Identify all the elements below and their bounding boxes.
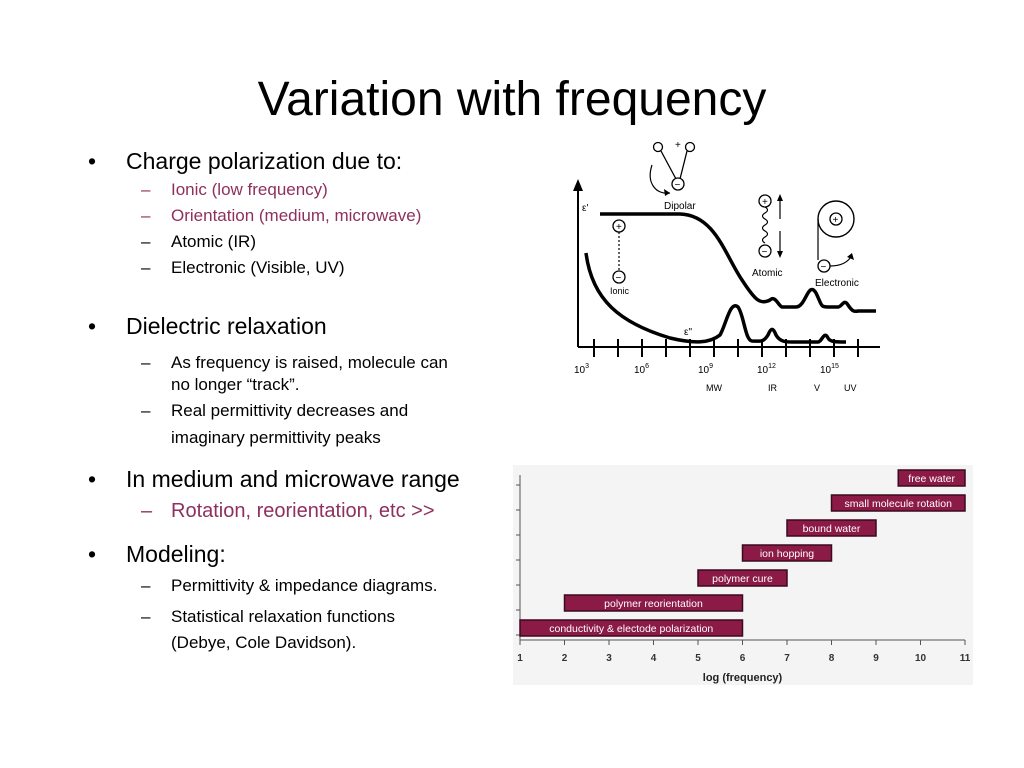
range-bar [697, 569, 788, 587]
x-axis-label: log (frequency) [703, 672, 783, 684]
x-tick-label: 4 [651, 653, 657, 664]
region-label-uv: UV [844, 383, 857, 393]
electronic-label: Electronic [815, 278, 859, 289]
bullet-dot: • [88, 541, 97, 567]
frequency-range-chart: 1 2 3 4 5 6 7 8 9 10 11 log (frequency) free water sm… [516, 469, 971, 684]
x-tick-label: 1 [517, 653, 523, 664]
svg-text:+: + [616, 222, 622, 233]
sub-bullet-text: Orientation (medium, microwave) [171, 206, 422, 225]
sub-bullet-text: imaginary permittivity peaks [171, 428, 381, 447]
sub-bullet-text: Atomic (IR) [171, 232, 256, 251]
dispersion-chart: ε' ε" + − Dipolar + − Ionic + − Atomic [573, 140, 880, 393]
range-bar [563, 594, 744, 612]
x-tick-label: 9 [873, 653, 879, 664]
x-tick-label: 8 [829, 653, 835, 664]
epsilon-prime-label: ε' [582, 203, 588, 214]
bullet-dot: • [88, 148, 97, 174]
frequency-range-figure: 1 2 3 4 5 6 7 8 9 10 11 log (frequency) free water sm… [513, 465, 973, 685]
y-axis-arrow [573, 179, 583, 191]
x-tick-label: 5 [695, 653, 701, 664]
epsilon-double-prime-label: ε" [684, 327, 692, 338]
svg-text:1012: 1012 [757, 363, 776, 376]
svg-text:106: 106 [634, 363, 649, 376]
x-tick-label: 6 [740, 653, 746, 664]
range-bar-label: ion hopping [760, 548, 814, 560]
x-tick-label: 11 [960, 653, 971, 664]
range-bar-label: free water [908, 473, 955, 485]
svg-text:1015: 1015 [820, 363, 839, 376]
svg-text:103: 103 [574, 363, 589, 376]
epsilon-double-prime-curve [584, 252, 847, 344]
svg-text:−: − [616, 273, 622, 284]
range-bar-label: conductivity & electode polarization [549, 623, 713, 635]
epsilon-prime-curve [600, 212, 876, 314]
range-bar-label: small molecule rotation [845, 498, 953, 510]
range-bar-label: bound water [803, 523, 861, 535]
dispersion-figure: ε' ε" + − Dipolar + − Ionic + − Atomic [560, 135, 890, 400]
x-tick-labels: 103 106 109 1012 1015 [574, 363, 839, 376]
bullet-4-text: Modeling: [126, 541, 226, 567]
svg-text:+: + [762, 197, 768, 208]
region-label-mw: MW [706, 383, 722, 393]
x-tick-label: 7 [784, 653, 790, 664]
svg-text:−: − [762, 247, 768, 258]
x-tick-label: 10 [915, 653, 927, 664]
sub-bullet-text: Electronic (Visible, UV) [171, 258, 345, 277]
range-bar [519, 619, 744, 637]
range-bar [786, 519, 877, 537]
minus-sign: − [675, 180, 681, 191]
region-label-v: V [814, 383, 820, 393]
sub-bullet-text: Statistical relaxation functions [171, 607, 395, 626]
dipolar-label: Dipolar [664, 201, 696, 212]
range-bar [897, 469, 966, 487]
svg-text:−: − [821, 262, 827, 273]
range-bar [741, 544, 833, 562]
range-bar-label: polymer cure [712, 573, 773, 585]
svg-text:+: + [833, 215, 839, 226]
sub-bullet-text: no longer “track”. [171, 375, 300, 394]
sub-bullet-text: Ionic (low frequency) [171, 180, 328, 199]
sub-bullet-text: (Debye, Cole Davidson). [171, 633, 357, 652]
plus-sign: + [675, 140, 681, 151]
bullet-dot: • [88, 313, 97, 339]
x-tick-label: 3 [606, 653, 612, 664]
ionic-label: Ionic [610, 286, 630, 296]
x-tick-label: 2 [562, 653, 568, 664]
slide-title: Variation with frequency [257, 73, 767, 126]
region-label-ir: IR [768, 383, 778, 393]
bullet-dot: • [88, 466, 97, 492]
sub-bullet-text: Permittivity & impedance diagrams. [171, 576, 438, 595]
atomic-label: Atomic [752, 268, 783, 279]
svg-text:109: 109 [698, 363, 713, 376]
sub-bullet-text: As frequency is raised, molecule can [171, 353, 448, 372]
bullet-2-text: Dielectric relaxation [126, 313, 327, 339]
range-bar [830, 494, 966, 512]
bullet-1-text: Charge polarization due to: [126, 148, 403, 174]
range-bar-label: polymer reorientation [604, 598, 703, 610]
bullet-3-text: In medium and microwave range [126, 466, 460, 492]
sub-bullet-text: Real permittivity decreases and [171, 401, 409, 420]
sub-bullet-text: Rotation, reorientation, etc >> [171, 500, 435, 522]
